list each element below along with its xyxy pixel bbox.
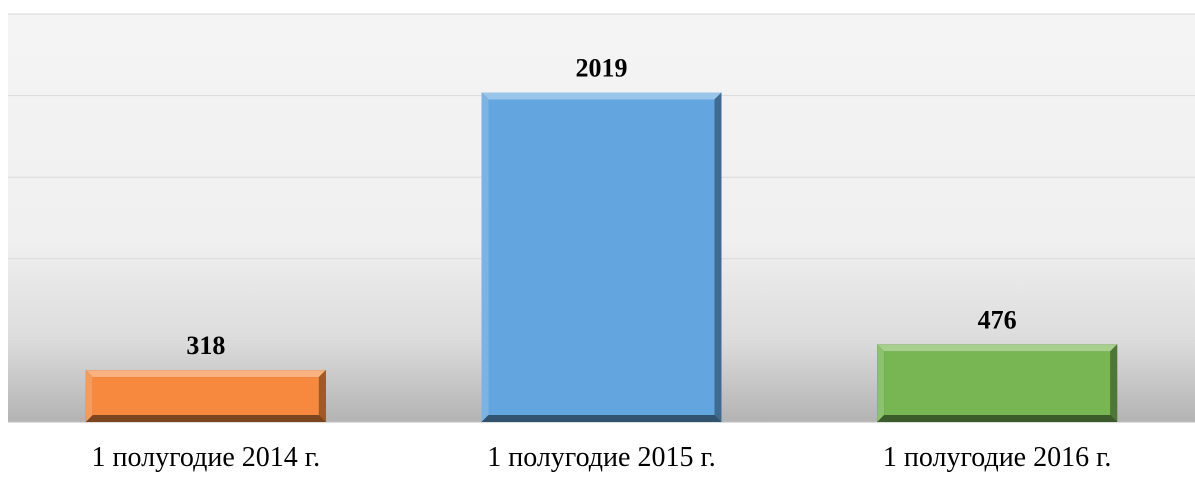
data-label: 318 bbox=[186, 331, 225, 360]
bar-face bbox=[92, 377, 319, 415]
bar-face bbox=[488, 99, 715, 415]
bar bbox=[481, 92, 722, 422]
bar-bevel-top bbox=[877, 344, 1118, 352]
bar-bevel-right bbox=[318, 370, 326, 422]
bar bbox=[877, 344, 1118, 422]
bar-bevel-left bbox=[85, 370, 93, 422]
bar-bevel-bottom bbox=[877, 415, 1118, 422]
bars bbox=[85, 92, 1118, 422]
bar-bevel-top bbox=[85, 370, 326, 378]
bar-bevel-top bbox=[481, 92, 722, 100]
x-tick-label: 1 полугодие 2016 г. bbox=[883, 442, 1112, 473]
bar-bevel-bottom bbox=[85, 415, 326, 422]
data-label: 476 bbox=[978, 305, 1017, 334]
data-label: 2019 bbox=[576, 53, 628, 82]
bar-bevel-left bbox=[481, 92, 489, 422]
bar-face bbox=[884, 351, 1111, 415]
bar-bevel-left bbox=[877, 344, 885, 422]
x-tick-label: 1 полугодие 2014 г. bbox=[92, 442, 321, 473]
bar-bevel-right bbox=[1110, 344, 1118, 422]
labels: 318 1 полугодие 2014 г. 2019 1 полугодие 20… bbox=[92, 53, 1112, 473]
bar bbox=[85, 370, 326, 422]
bar-bevel-right bbox=[714, 92, 722, 422]
bar-bevel-bottom bbox=[481, 415, 722, 422]
x-tick-label: 1 полугодие 2015 г. bbox=[487, 442, 716, 473]
